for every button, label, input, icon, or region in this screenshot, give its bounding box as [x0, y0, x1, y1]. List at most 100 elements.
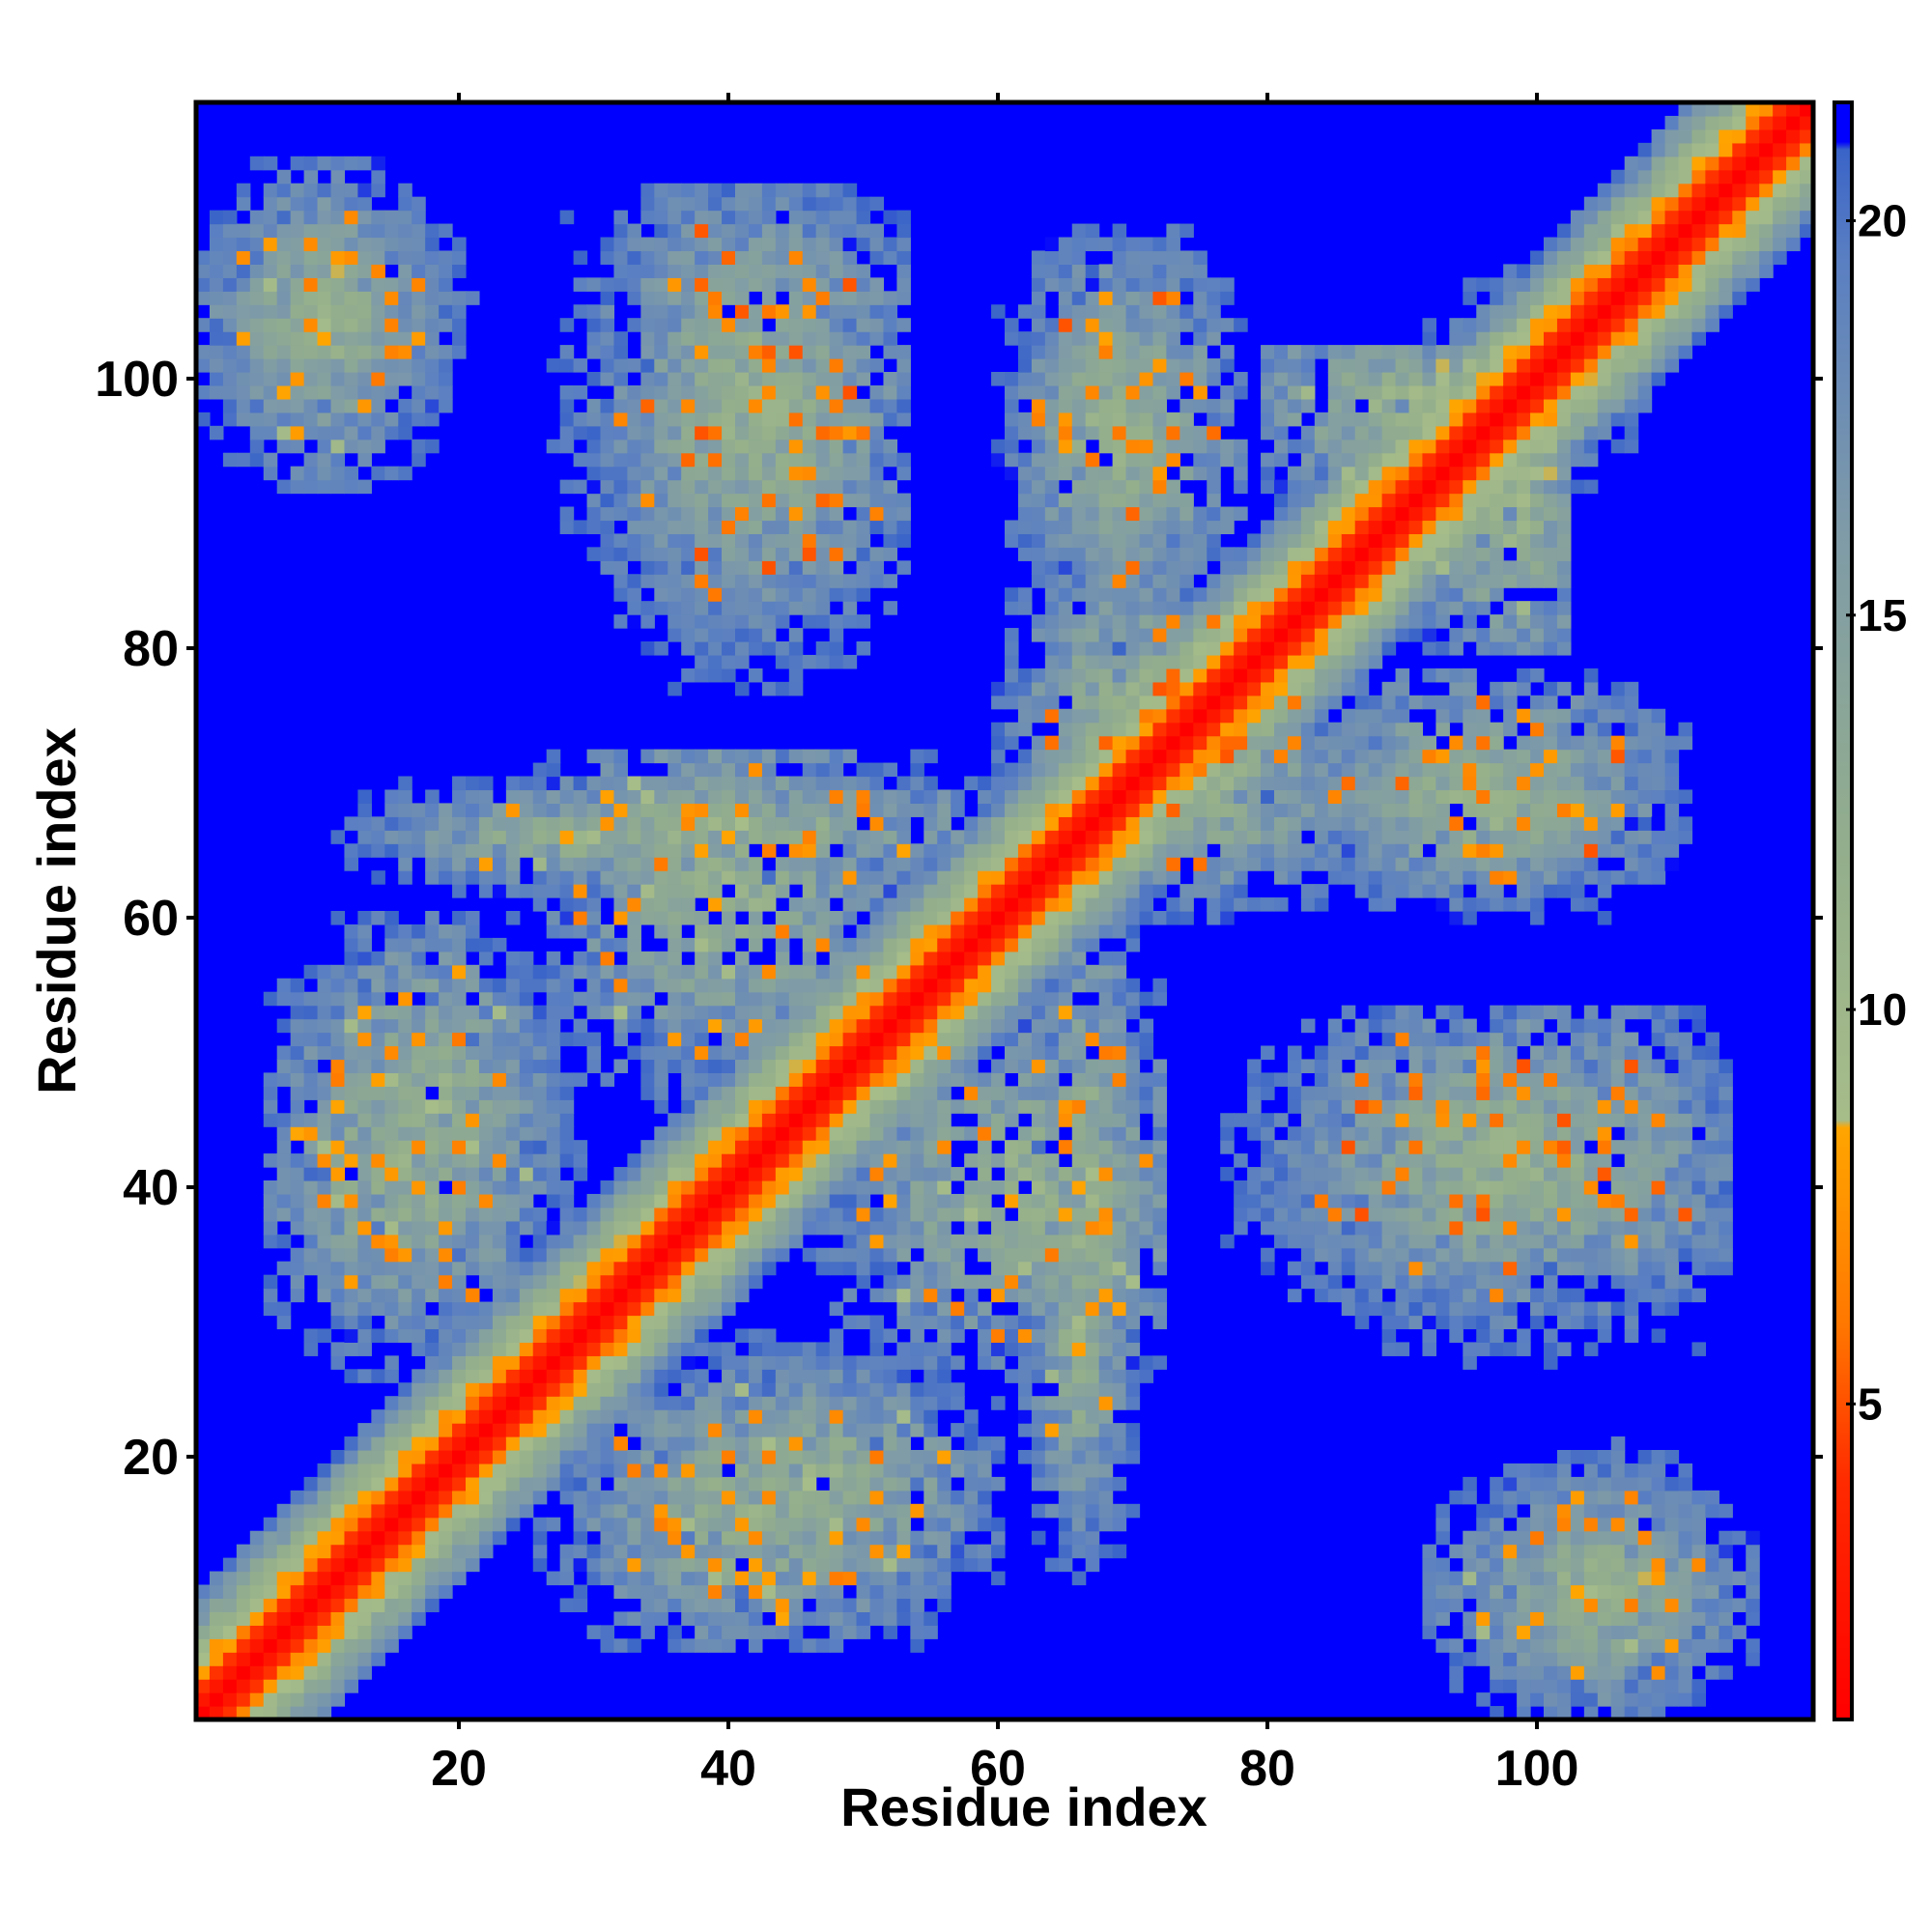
heatmap-cell [869, 1247, 885, 1263]
heatmap-cell [398, 277, 412, 292]
heatmap-cell [357, 425, 372, 440]
heatmap-cell [573, 923, 588, 939]
heatmap-cell [923, 1099, 938, 1114]
heatmap-cell [492, 937, 507, 952]
heatmap-cell [425, 237, 440, 252]
heatmap-cell [896, 789, 911, 804]
heatmap-cell [722, 318, 736, 332]
heatmap-cell [735, 1423, 750, 1437]
heatmap-cell [802, 1436, 817, 1451]
heatmap-cell [344, 1598, 358, 1612]
heatmap-cell [829, 493, 844, 508]
heatmap-cell [371, 1517, 385, 1532]
heatmap-cell [761, 1584, 777, 1600]
heatmap-cell [1017, 1288, 1033, 1303]
heatmap-cell [627, 830, 641, 844]
heatmap-cell [1005, 722, 1019, 737]
heatmap-cell [788, 654, 804, 669]
heatmap-cell [1098, 1342, 1114, 1356]
heatmap-cell [788, 237, 804, 252]
heatmap-cell [842, 749, 858, 764]
heatmap-cell [452, 1328, 467, 1343]
heatmap-cell [708, 520, 723, 534]
heatmap-cell [1071, 695, 1087, 710]
heatmap-cell [654, 1045, 668, 1061]
heatmap-cell [559, 1544, 575, 1559]
heatmap-cell [775, 439, 790, 454]
heatmap-cell [722, 1018, 736, 1034]
heatmap-cell [748, 1355, 763, 1370]
heatmap-cell [815, 533, 831, 548]
heatmap-cell [654, 1261, 668, 1276]
heatmap-cell [303, 304, 319, 319]
heatmap-cell [519, 1072, 534, 1087]
heatmap-cell [559, 884, 575, 898]
heatmap-cell [439, 1463, 453, 1478]
heatmap-cell [600, 1005, 615, 1020]
heatmap-cell [668, 264, 682, 278]
heatmap-cell [1112, 762, 1127, 778]
heatmap-cell [412, 1423, 426, 1437]
heatmap-cell [910, 1598, 924, 1612]
heatmap-cell [748, 1584, 763, 1600]
heatmap-cell [532, 1396, 548, 1410]
heatmap-cell [829, 991, 844, 1007]
heatmap-cell [842, 452, 858, 468]
heatmap-cell [937, 1369, 952, 1383]
heatmap-cell [439, 1059, 453, 1073]
heatmap-cell [1098, 1490, 1114, 1505]
heatmap-cell [735, 398, 750, 413]
heatmap-cell [668, 1045, 682, 1061]
heatmap-cell [532, 816, 548, 831]
heatmap-cell [478, 1490, 494, 1505]
heatmap-cell [640, 196, 655, 212]
heatmap-cell [761, 789, 777, 804]
heatmap-cell [600, 803, 615, 817]
heatmap-cell [856, 641, 871, 656]
heatmap-cell [613, 1530, 628, 1546]
heatmap-cell [425, 398, 440, 413]
heatmap-cell [384, 1180, 399, 1195]
heatmap-cell [519, 1503, 534, 1519]
heatmap-cell [1044, 520, 1060, 534]
heatmap-cell [613, 857, 628, 871]
heatmap-cell [330, 1167, 346, 1181]
heatmap-cell [815, 1072, 831, 1087]
heatmap-cell [896, 911, 911, 925]
heatmap-cell [695, 479, 709, 495]
heatmap-cell [951, 1463, 965, 1478]
heatmap-cell [412, 923, 426, 939]
heatmap-cell [923, 870, 938, 885]
heatmap-cell [276, 412, 292, 427]
heatmap-cell [344, 250, 358, 265]
heatmap-cell [439, 1193, 453, 1208]
heatmap-cell [761, 345, 777, 359]
heatmap-cell [519, 1220, 534, 1236]
heatmap-cell [1098, 398, 1114, 413]
heatmap-cell [896, 506, 911, 522]
heatmap-cell [640, 452, 655, 468]
heatmap-cell [1031, 372, 1046, 386]
heatmap-cell [1071, 816, 1087, 831]
heatmap-cell [478, 1369, 494, 1383]
heatmap-cell [842, 1018, 858, 1034]
heatmap-cell [1085, 384, 1100, 400]
heatmap-cell [209, 1598, 224, 1612]
heatmap-cell [1071, 749, 1087, 764]
heatmap-cell [439, 1450, 453, 1464]
heatmap-cell [586, 1476, 602, 1492]
heatmap-cell [1005, 1180, 1019, 1195]
heatmap-cell [978, 1018, 992, 1034]
heatmap-cell [412, 1072, 426, 1087]
heatmap-cell [1005, 1113, 1019, 1127]
heatmap-cell [398, 318, 412, 332]
heatmap-cell [775, 951, 790, 966]
heatmap-cell [452, 1315, 467, 1330]
heatmap-cell [722, 1126, 736, 1141]
heatmap-cell [425, 1288, 440, 1303]
heatmap-cell [452, 1490, 467, 1505]
heatmap-cell [654, 641, 668, 656]
heatmap-cell [735, 681, 750, 696]
heatmap-cell [1058, 789, 1073, 804]
heatmap-cell [330, 479, 346, 495]
